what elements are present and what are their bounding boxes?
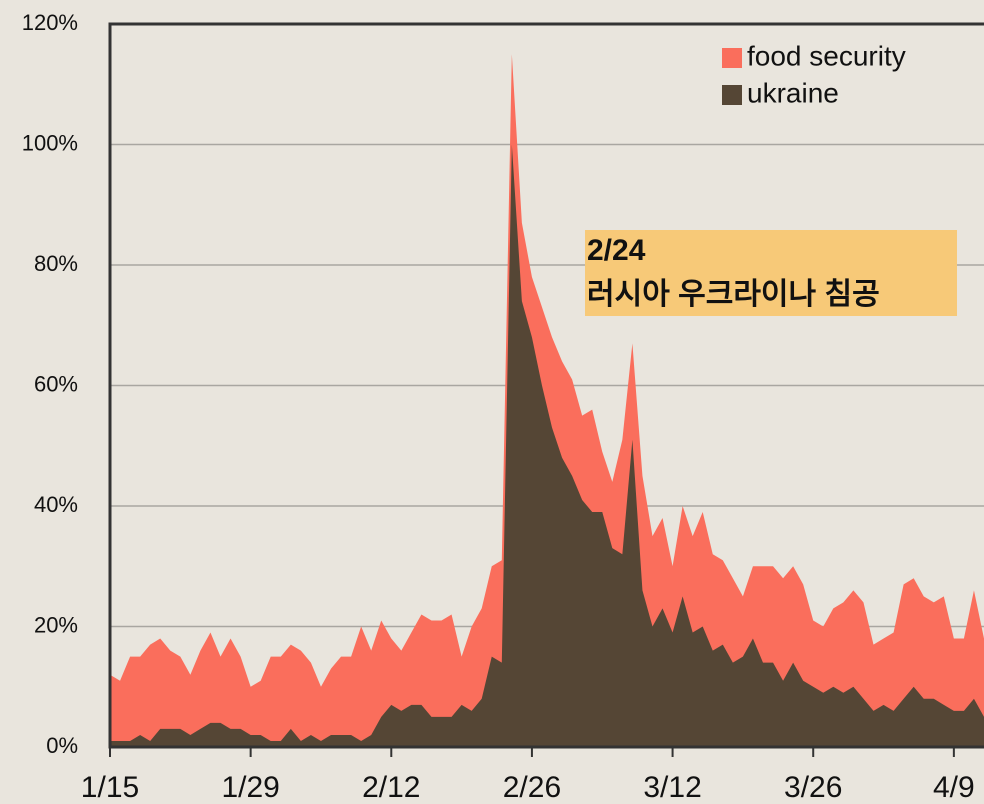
x-tick-label: 1/15 (81, 771, 139, 804)
x-tick-label: 3/26 (784, 771, 842, 804)
annotation-date: 2/24 (587, 234, 646, 267)
plot-frame (108, 22, 984, 749)
y-tick-label: 80% (34, 251, 78, 276)
area (110, 144, 984, 747)
area (110, 54, 984, 747)
y-tick-label: 0% (46, 733, 78, 758)
y-tick-label: 40% (34, 492, 78, 517)
y-tick-label: 60% (34, 371, 78, 396)
annotation-box (585, 230, 957, 316)
annotation-text: 러시아 우크라이나 침공 (587, 278, 880, 311)
x-tick-label: 1/29 (221, 771, 279, 804)
x-tick-label: 3/12 (643, 771, 701, 804)
x-tick-label: 2/26 (503, 771, 561, 804)
y-tick-label: 100% (22, 130, 78, 155)
y-tick-label: 120% (22, 10, 78, 35)
y-tick-label: 20% (34, 612, 78, 637)
x-tick-label: 2/12 (362, 771, 420, 804)
legend-label: food security (747, 40, 906, 71)
legend-swatch (722, 85, 742, 105)
x-tick-label: 4/9 (933, 771, 975, 804)
legend-label: ukraine (747, 77, 839, 108)
legend-swatch (722, 48, 742, 68)
